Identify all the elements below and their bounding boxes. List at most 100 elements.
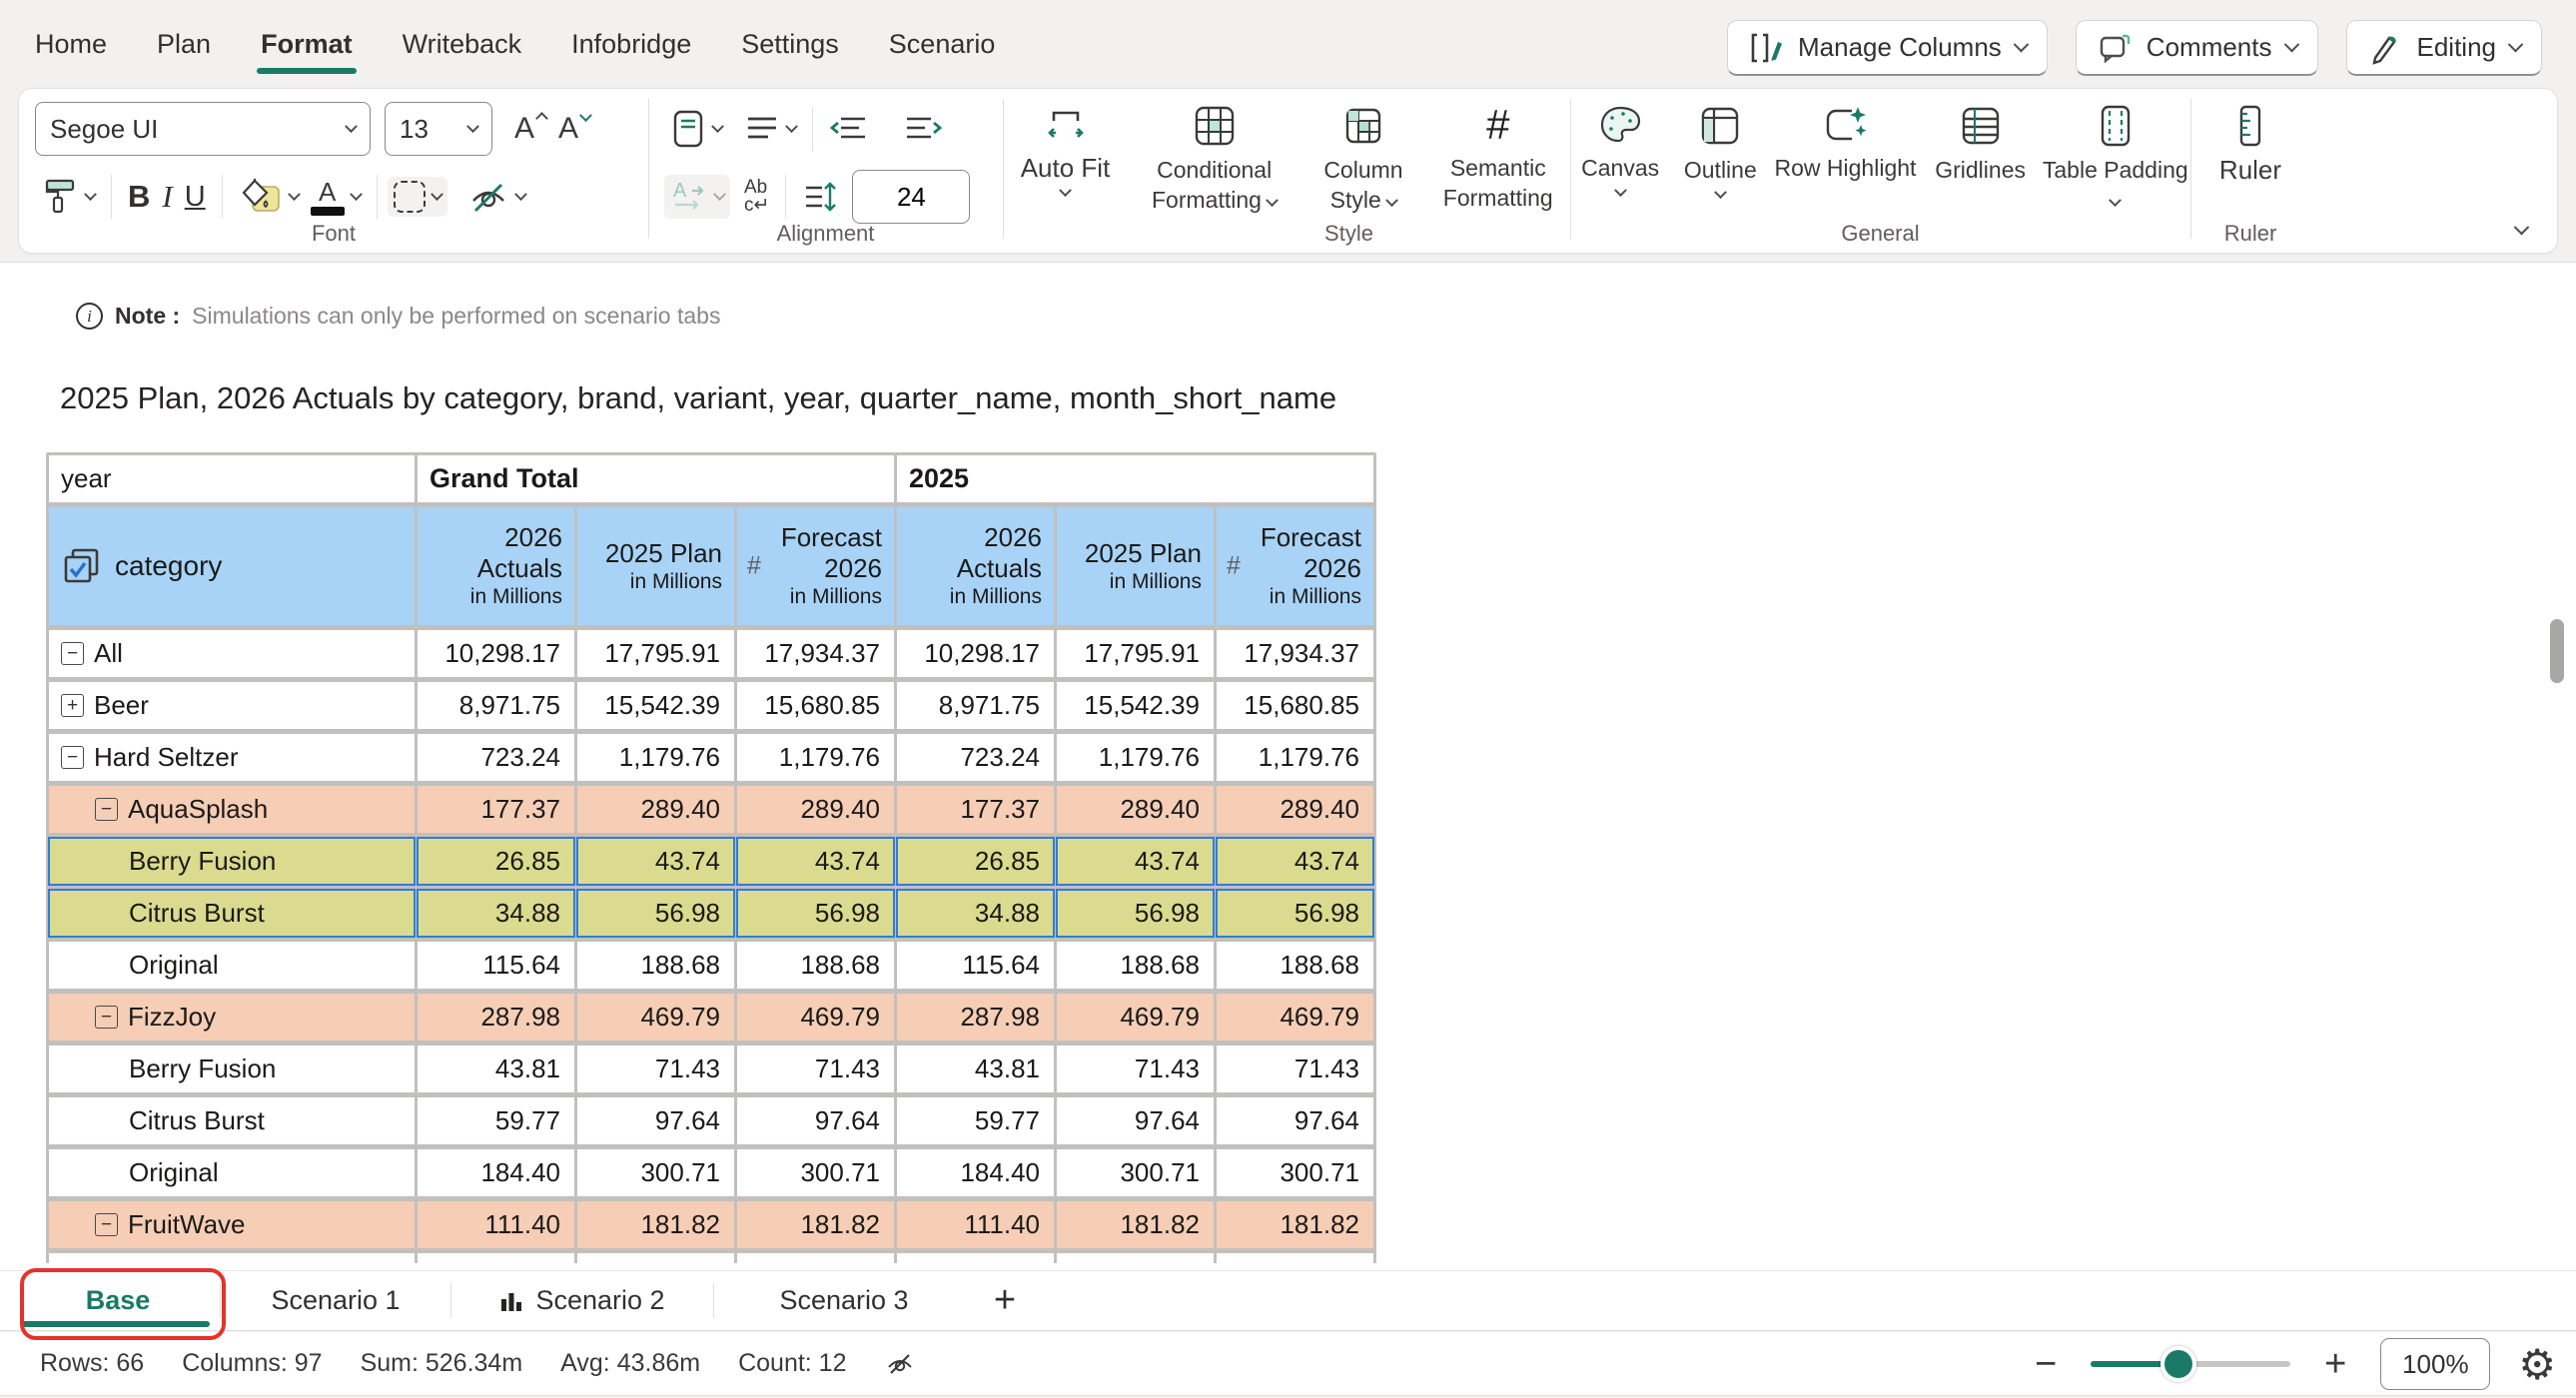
decrease-indent-button[interactable] [823, 108, 875, 150]
zoom-slider-thumb[interactable] [2160, 1346, 2196, 1382]
value-cell[interactable]: 289.40 [737, 786, 894, 833]
value-cell[interactable]: 17,934.37 [737, 630, 894, 677]
value-cell[interactable]: 15,680.85 [737, 682, 894, 729]
row-header-original[interactable]: Original [49, 942, 415, 989]
manage-columns-button[interactable]: Manage Columns [1727, 20, 2048, 76]
tab-format[interactable]: Format [259, 23, 355, 66]
value-cell[interactable]: 26.85 [418, 838, 574, 885]
tab-writeback[interactable]: Writeback [401, 23, 524, 66]
value-cell[interactable]: 43.74 [737, 838, 894, 885]
table-padding-button[interactable]: Table Padding [2041, 97, 2190, 215]
value-cell[interactable]: 181.82 [1057, 1201, 1214, 1248]
row-header-citrus-burst[interactable]: Citrus Burst [49, 890, 415, 937]
row-header-fruitwave[interactable]: −FruitWave [49, 1201, 415, 1248]
measure-header[interactable]: 2026Actualsin Millions [897, 507, 1054, 625]
value-cell[interactable]: 56.98 [737, 890, 894, 937]
sheet-tab-scenario-3[interactable]: Scenario 3 [714, 1271, 974, 1330]
value-cell[interactable]: 723.24 [897, 734, 1054, 781]
value-cell[interactable]: 188.68 [1057, 942, 1214, 989]
value-cell[interactable]: 181.82 [577, 1201, 734, 1248]
value-cell[interactable]: 56.98 [1057, 890, 1214, 937]
vertical-scrollbar-thumb[interactable] [2550, 619, 2564, 683]
row-height-input[interactable] [852, 170, 970, 224]
row-header-all[interactable]: −All [49, 630, 415, 677]
value-cell[interactable]: 59.77 [418, 1097, 574, 1144]
value-cell[interactable]: 56.98 [577, 890, 734, 937]
value-cell[interactable]: 300.71 [1057, 1149, 1214, 1196]
value-cell[interactable]: 287.98 [897, 994, 1054, 1041]
value-cell[interactable]: 300.71 [1217, 1149, 1373, 1196]
value-cell[interactable]: 289.40 [1057, 786, 1214, 833]
value-cell[interactable]: 188.68 [737, 942, 894, 989]
grow-font-button[interactable]: A [508, 108, 552, 150]
value-cell[interactable]: 1,179.76 [737, 734, 894, 781]
zoom-out-button[interactable]: − [2029, 1345, 2063, 1383]
measure-header[interactable]: #Forecast2026in Millions [1217, 507, 1373, 625]
tab-settings[interactable]: Settings [739, 23, 841, 66]
format-painter-button[interactable] [35, 173, 101, 221]
row-highlight-button[interactable]: Row Highlight [1770, 97, 1920, 215]
value-cell[interactable]: 177.37 [897, 786, 1054, 833]
auto-fit-button[interactable]: Auto Fit [1003, 97, 1128, 198]
borders-button[interactable] [388, 177, 447, 217]
collapse-icon[interactable]: − [95, 1213, 118, 1236]
value-cell[interactable]: 1,179.76 [577, 734, 734, 781]
row-header-original[interactable]: Original [49, 1149, 415, 1196]
sheet-tab-base[interactable]: Base [16, 1271, 220, 1330]
value-cell[interactable]: 34.88 [897, 890, 1054, 937]
value-cell[interactable]: 15,680.85 [1217, 682, 1373, 729]
value-cell[interactable]: 43.74 [1217, 838, 1373, 885]
value-cell[interactable]: 300.71 [577, 1149, 734, 1196]
value-cell[interactable]: 1,179.76 [1217, 734, 1373, 781]
value-cell[interactable]: 1,179.76 [1057, 734, 1214, 781]
value-cell[interactable]: 177.37 [418, 786, 574, 833]
value-cell[interactable]: 15,542.39 [577, 682, 734, 729]
measure-header[interactable]: 2025 Planin Millions [1057, 507, 1214, 625]
increase-indent-button[interactable] [897, 108, 949, 150]
tab-infobridge[interactable]: Infobridge [569, 23, 693, 66]
row-height-button[interactable] [796, 174, 844, 220]
gridlines-button[interactable]: Gridlines [1921, 97, 2041, 215]
value-cell[interactable]: 300.71 [737, 1149, 894, 1196]
value-cell[interactable]: 10,298.17 [418, 630, 574, 677]
value-cell[interactable]: 184.40 [418, 1149, 574, 1196]
value-cell[interactable]: 287.98 [418, 994, 574, 1041]
value-cell[interactable]: 26.85 [897, 838, 1054, 885]
measure-header[interactable]: 2026Actualsin Millions [418, 507, 574, 625]
outline-button[interactable]: Outline [1670, 97, 1770, 215]
measure-header[interactable]: #Forecast2026in Millions [737, 507, 894, 625]
hide-values-button[interactable] [461, 173, 531, 221]
font-name-select[interactable]: Segoe UI [35, 102, 371, 156]
column-group-header[interactable]: 2025 [897, 455, 1373, 502]
value-cell[interactable]: 17,795.91 [577, 630, 734, 677]
measure-header[interactable]: 2025 Planin Millions [577, 507, 734, 625]
value-cell[interactable]: 469.79 [1057, 994, 1214, 1041]
horizontal-align-button[interactable] [738, 108, 802, 150]
canvas-button[interactable]: Canvas [1570, 97, 1670, 215]
tab-home[interactable]: Home [33, 23, 109, 66]
value-cell[interactable]: 469.79 [1217, 994, 1373, 1041]
value-cell[interactable]: 15,542.39 [1057, 682, 1214, 729]
tab-plan[interactable]: Plan [155, 23, 213, 66]
row-header-berry-fusion[interactable]: Berry Fusion [49, 838, 415, 885]
value-cell[interactable]: 111.40 [418, 1201, 574, 1248]
editing-button[interactable]: Editing [2346, 20, 2543, 76]
value-cell[interactable]: 10,298.17 [897, 630, 1054, 677]
underline-button[interactable]: U [179, 177, 212, 218]
column-style-button[interactable]: Column Style [1300, 97, 1425, 215]
zoom-level-display[interactable]: 100% [2380, 1338, 2490, 1390]
add-sheet-button[interactable]: + [974, 1271, 1036, 1330]
fill-color-button[interactable] [233, 173, 305, 221]
value-cell[interactable]: 56.98 [1217, 890, 1373, 937]
row-header-aquasplash[interactable]: −AquaSplash [49, 786, 415, 833]
conditional-formatting-button[interactable]: Conditional Formatting [1128, 97, 1300, 215]
value-cell[interactable]: 181.82 [737, 1201, 894, 1248]
row-dimension-header[interactable]: category [49, 507, 415, 625]
wrap-text-button[interactable]: Ab c↵ [738, 175, 775, 219]
vertical-align-button[interactable] [664, 105, 728, 153]
semantic-formatting-button[interactable]: # Semantic Formatting [1426, 97, 1570, 215]
collapse-ribbon-button[interactable] [2516, 223, 2527, 241]
collapse-icon[interactable]: − [61, 746, 84, 769]
value-cell[interactable]: 43.74 [1057, 838, 1214, 885]
value-cell[interactable]: 723.24 [418, 734, 574, 781]
